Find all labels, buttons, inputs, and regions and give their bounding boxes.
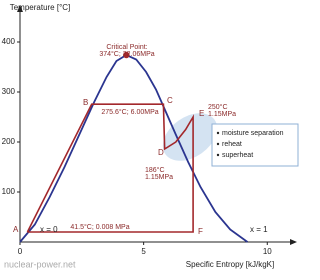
- annotation: Critical Point:: [106, 44, 147, 51]
- bullet: [216, 131, 220, 135]
- series-line: [19, 53, 249, 243]
- annotation: 1.15MPa: [208, 111, 236, 118]
- annotation: 275.6°C; 6.00MPa: [101, 108, 158, 116]
- watermark: nuclear-power.net: [4, 259, 76, 269]
- y-tick-label: 100: [2, 187, 16, 196]
- point-label: C: [167, 96, 173, 105]
- x-label: Specific Entropy [kJ/kgK]: [186, 260, 274, 269]
- bullet: [216, 142, 220, 146]
- y-tick-label: 400: [2, 37, 16, 46]
- annotation: x = 1: [250, 225, 268, 234]
- callout-item: superheat: [222, 152, 253, 159]
- annotation: 250°C: [208, 103, 228, 111]
- y-tick-label: 300: [2, 87, 16, 96]
- x-tick-label: 0: [18, 247, 23, 256]
- point-label: B: [83, 98, 88, 107]
- bullet: [216, 153, 220, 157]
- callout-item: moisture separation: [222, 130, 284, 137]
- x-tick-label: 10: [263, 247, 272, 256]
- critical-point: [123, 51, 130, 59]
- annotation: 374°C; 22.06MPa: [99, 50, 154, 58]
- callout-item: reheat: [222, 141, 242, 148]
- annotation: 186°C: [145, 166, 165, 174]
- annotation: 41.5°C; 0.008 MPa: [70, 223, 129, 231]
- point-label: D: [158, 148, 164, 157]
- annotation: x = 0: [40, 225, 58, 234]
- highlight: [162, 113, 218, 161]
- chart: Temperature [°C] Specific Entropy [kJ/kg…: [2, 3, 299, 269]
- callout-box: [211, 123, 299, 167]
- point-label: E: [199, 109, 204, 118]
- point-label: F: [198, 227, 203, 236]
- y-tick-label: 200: [2, 137, 16, 146]
- arrow: [17, 5, 23, 12]
- arrow: [290, 239, 297, 245]
- series-line: [26, 103, 194, 233]
- point-label: A: [13, 225, 19, 234]
- y-label: Temperature [°C]: [10, 3, 71, 12]
- annotation: 1.15MPa: [145, 174, 173, 181]
- x-tick-label: 5: [141, 247, 146, 256]
